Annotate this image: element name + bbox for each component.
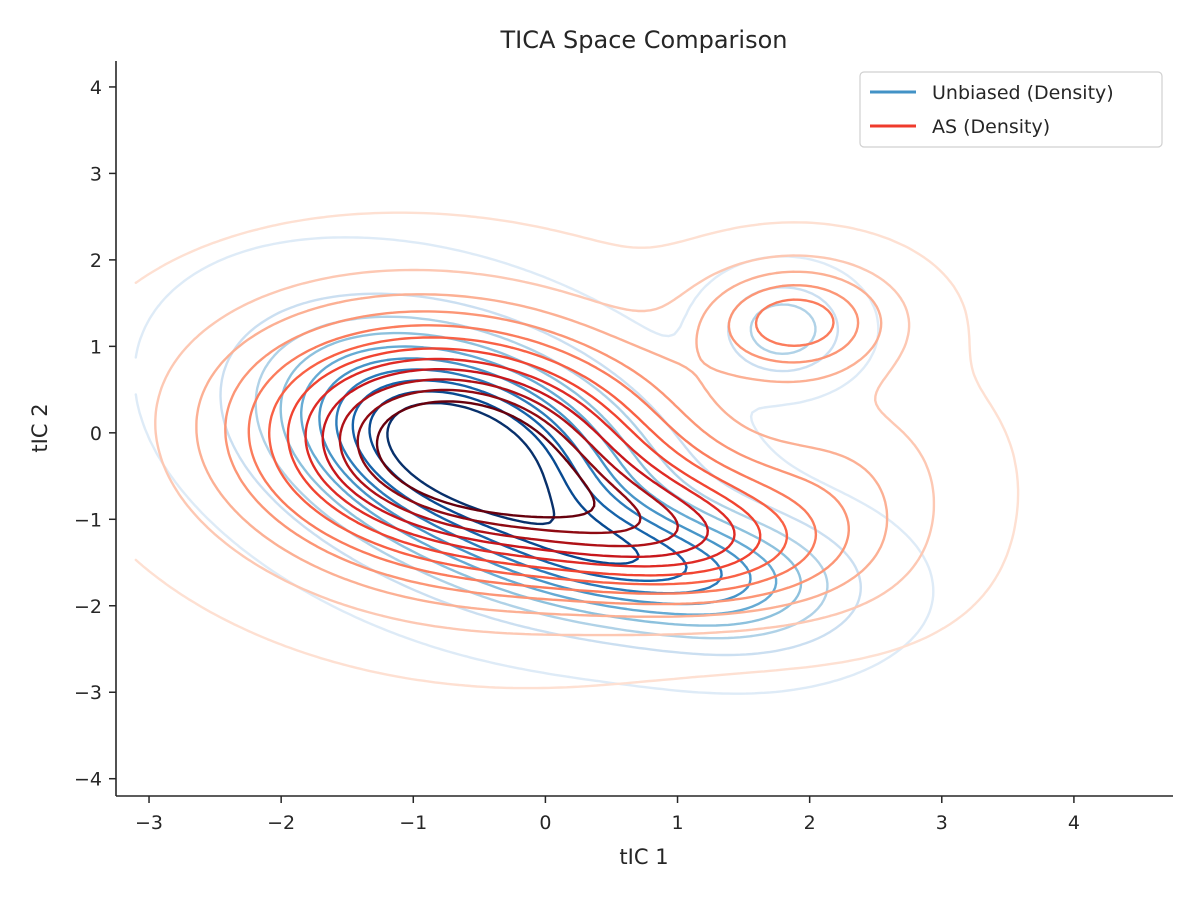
x-tick-label: −1: [399, 812, 427, 834]
as-density-contours: [134, 211, 1020, 690]
as-contour-level-4: [224, 284, 860, 606]
y-tick-label: −2: [74, 596, 102, 618]
x-tick-label: 4: [1068, 812, 1080, 834]
x-tick-label: 3: [936, 812, 948, 834]
as-contour-level-1: [134, 211, 1020, 690]
legend: Unbiased (Density) AS (Density): [859, 71, 1163, 148]
y-tick-label: −4: [74, 769, 102, 791]
unbiased-contour-level-1: [134, 236, 935, 695]
as-contour-level-3: [195, 270, 889, 618]
x-ticks: −3 −2 −1 0 1 2 3 4: [135, 796, 1080, 834]
y-tick-label: 2: [90, 250, 102, 272]
axes: −3 −2 −1 0 1 2 3 4 −4 −3 −2 −1 0 1 2 3 4: [74, 61, 1173, 834]
chart-title: TICA Space Comparison: [499, 26, 787, 54]
x-tick-label: 1: [671, 812, 683, 834]
unbiased-contour-level-4: [279, 331, 803, 627]
as-contour-level-7: [286, 347, 762, 577]
y-tick-label: 1: [90, 336, 102, 358]
legend-box: [859, 71, 1163, 148]
legend-label-as: AS (Density): [932, 116, 1050, 138]
unbiased-contour-level-9: [368, 390, 640, 565]
as-contour-level-6: [268, 336, 789, 586]
x-tick-label: −2: [267, 812, 295, 834]
as-contour-level-10: [338, 378, 679, 548]
y-tick-label: −1: [74, 509, 102, 531]
y-axis-label: tIC 2: [28, 403, 52, 452]
as-contour-level-8: [304, 357, 736, 568]
y-tick-label: −3: [74, 682, 102, 704]
as-contour-level-5: [247, 298, 835, 595]
unbiased-contour-level-10: [386, 401, 556, 526]
x-tick-label: 2: [804, 812, 816, 834]
x-tick-label: 0: [539, 812, 551, 834]
y-tick-label: 4: [90, 77, 102, 99]
unbiased-contour-level-3: [254, 303, 829, 640]
x-tick-label: −3: [135, 812, 163, 834]
as-contour-level-2: [154, 254, 936, 637]
legend-label-unbiased: Unbiased (Density): [932, 82, 1114, 104]
unbiased-contour-level-7: [335, 368, 723, 595]
y-ticks: −4 −3 −2 −1 0 1 2 3 4: [74, 77, 116, 791]
as-contour-level-12: [375, 400, 596, 519]
as-contour-level-9: [321, 368, 709, 558]
x-axis-label: tIC 1: [619, 845, 668, 869]
y-tick-label: 0: [90, 423, 102, 445]
as-contour-level-11: [356, 388, 642, 535]
y-tick-label: 3: [90, 163, 102, 185]
